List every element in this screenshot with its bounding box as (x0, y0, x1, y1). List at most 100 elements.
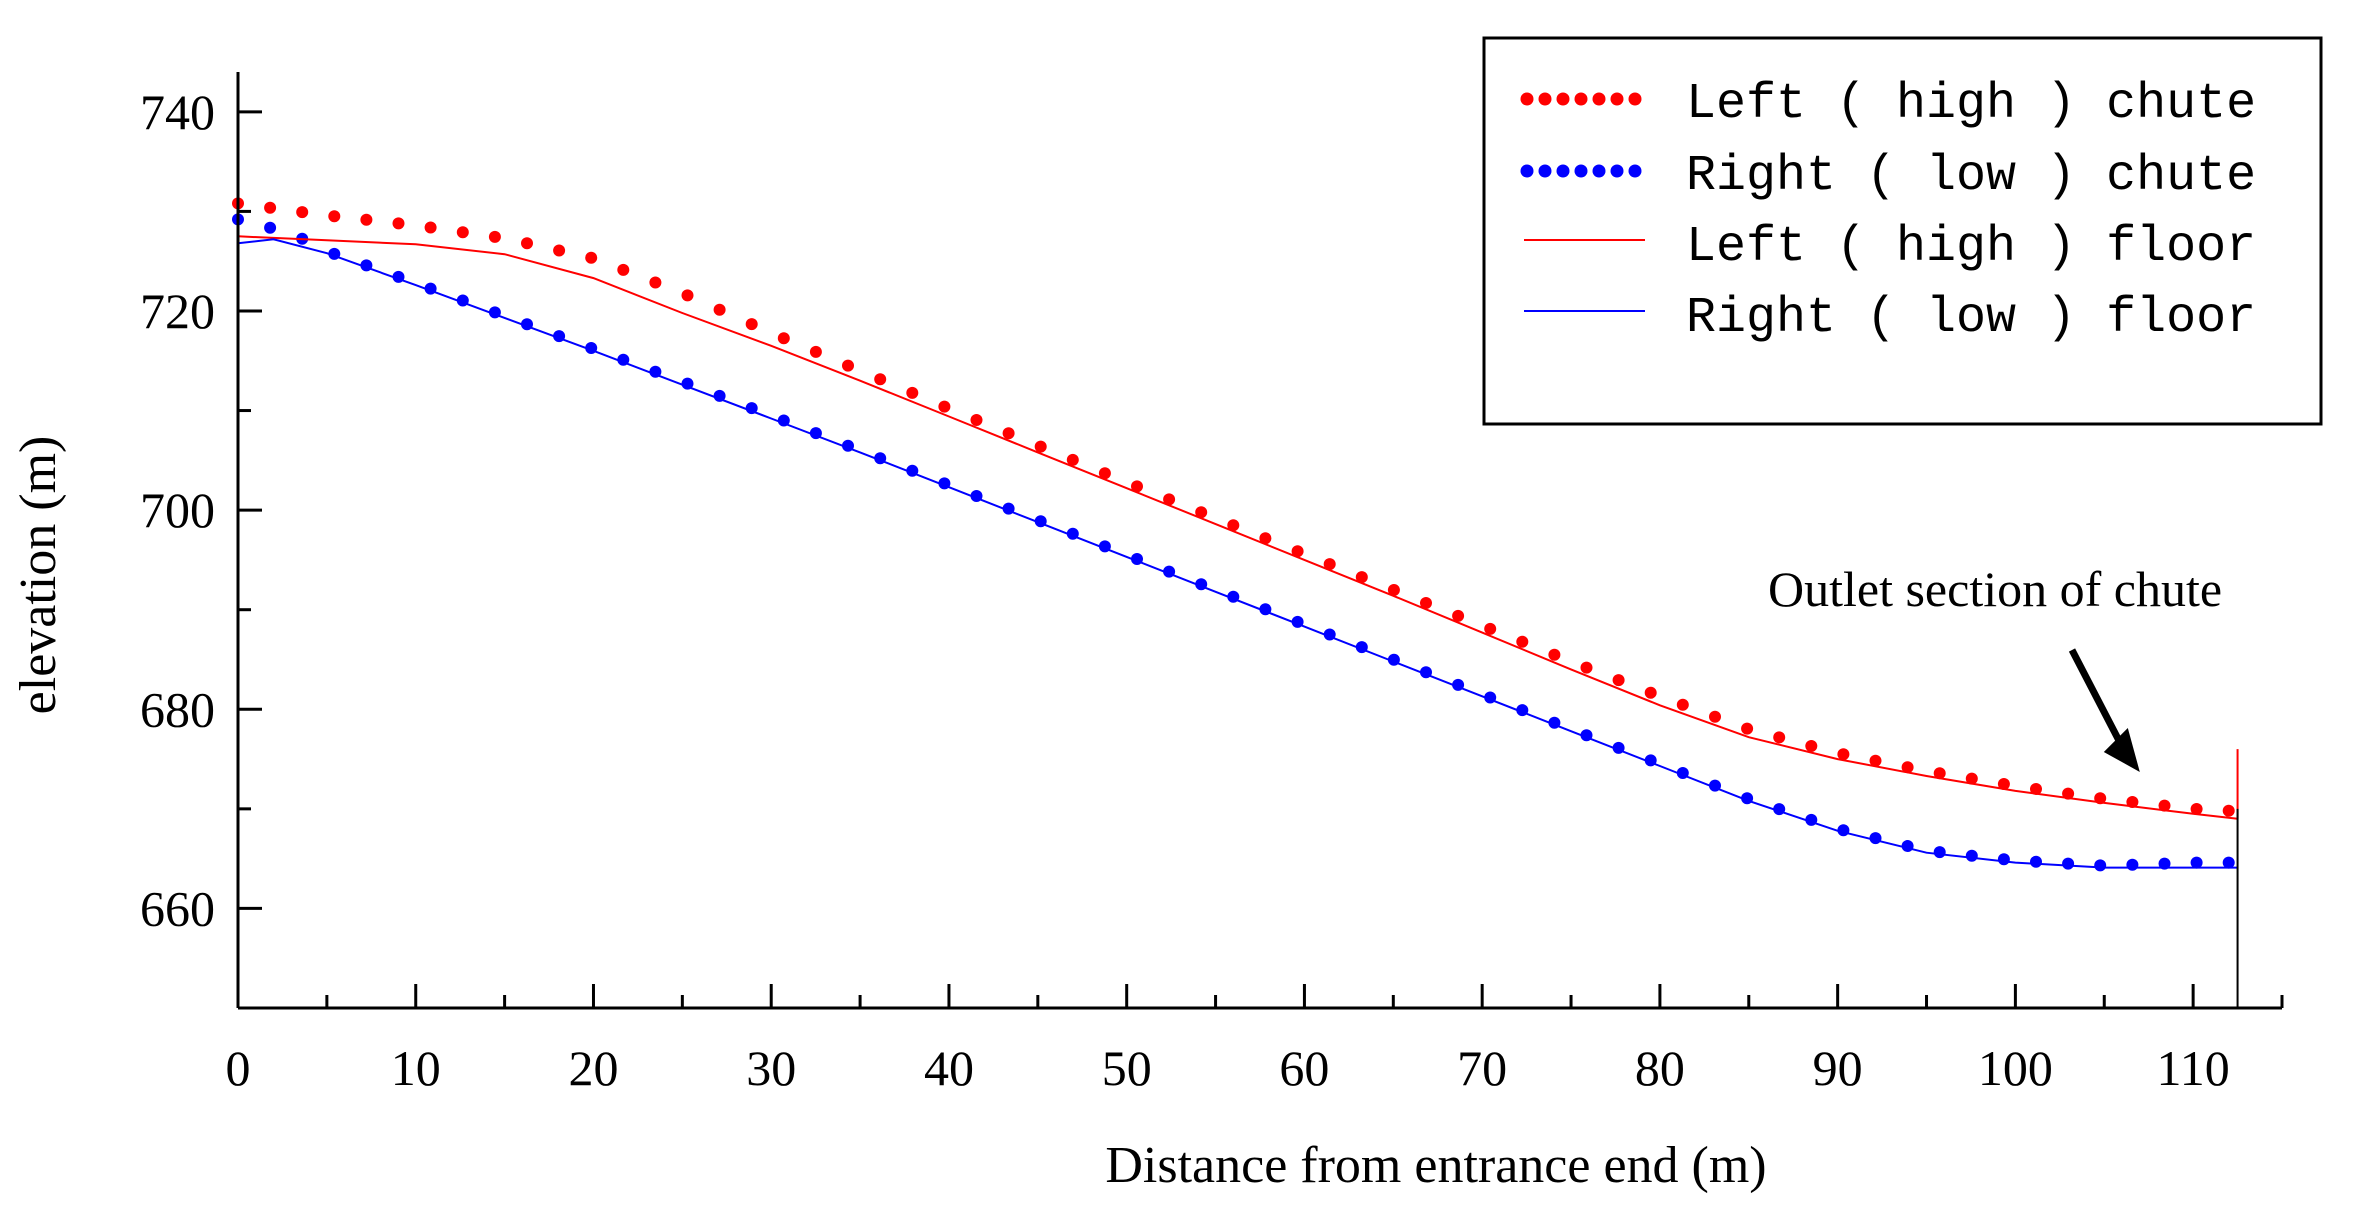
series-point (360, 213, 373, 226)
legend-box (1482, 36, 2323, 426)
series-point (1066, 453, 1079, 466)
series-point (264, 201, 277, 214)
legend-dot (1592, 92, 1606, 106)
series-point (1163, 493, 1176, 506)
series-3 (237, 235, 2238, 820)
legend-dot (1592, 164, 1606, 178)
legend-dot (1556, 164, 1570, 178)
series-point (649, 276, 662, 289)
series-point (585, 251, 598, 264)
x-tick-label: 20 (568, 1040, 618, 1096)
legend-dot (1574, 92, 1588, 106)
y-tick-label: 700 (140, 482, 215, 538)
series-point (1131, 480, 1143, 493)
series-point (713, 303, 726, 316)
series-point (1965, 772, 1978, 785)
series-point (1098, 467, 1111, 480)
legend-dot (1538, 92, 1552, 106)
series-point (2190, 856, 2203, 869)
legend-dot (1574, 164, 1588, 178)
series-point (1741, 722, 1754, 735)
series-point (2062, 857, 2075, 870)
series-point (1901, 761, 1914, 774)
x-axis-title: Distance from entrance end (m) (1105, 1137, 1766, 1194)
legend-entry-2: Right ( low ) chute (1520, 148, 2256, 205)
series-point (1580, 661, 1593, 674)
series-4 (237, 238, 2238, 869)
series-point (1355, 571, 1368, 584)
x-tick-label: 40 (924, 1040, 974, 1096)
series-point (1484, 622, 1497, 635)
series-point (1195, 506, 1208, 519)
legend-entry-1: Left ( high ) chute (1520, 76, 2256, 133)
series-point (745, 402, 758, 415)
series-point (1548, 648, 1561, 661)
series-point (2222, 856, 2235, 869)
series-point (1452, 609, 1465, 622)
series-point (1227, 519, 1240, 532)
series-point (713, 389, 726, 402)
series-point (2030, 783, 2042, 795)
y-tick-label: 720 (140, 283, 215, 339)
x-tick-label: 30 (746, 1040, 796, 1096)
series-point (264, 221, 277, 234)
series-point (2158, 799, 2171, 812)
series-point (874, 373, 887, 386)
series-point (842, 359, 854, 372)
legend-label: Right ( low ) chute (1686, 148, 2256, 205)
axes: 0 10 20 30 40 50 60 70 80 90 100 110 660 680 700 720 740 (140, 72, 2284, 1096)
series-point (745, 318, 758, 331)
x-tick-label: 110 (2157, 1040, 2230, 1096)
series-point (2126, 858, 2139, 871)
legend-dot (1628, 92, 1642, 106)
series-line (237, 238, 2238, 869)
x-tick-label: 90 (1813, 1040, 1863, 1096)
series-point (1837, 748, 1850, 761)
x-tick-label: 10 (391, 1040, 441, 1096)
series-point (1773, 731, 1786, 744)
series-point (1869, 754, 1882, 767)
legend-entry-3: Left ( high ) floor (1524, 219, 2256, 276)
series-point (1387, 584, 1400, 596)
annotation: Outlet section of chute (1768, 561, 2222, 772)
legend-label: Left ( high ) chute (1686, 76, 2256, 133)
series-point (1291, 545, 1304, 558)
series-point (1612, 674, 1625, 687)
series-point (809, 345, 822, 358)
series-point (777, 332, 790, 345)
series-point (1323, 558, 1336, 571)
x-tick-label: 100 (1978, 1040, 2053, 1096)
series-point (488, 230, 501, 243)
series-point (1997, 853, 2010, 866)
annotation-arrow-shaft (2068, 648, 2127, 752)
x-tick-label: 50 (1102, 1040, 1152, 1096)
series-point (1676, 698, 1689, 711)
legend-dot (1556, 92, 1570, 106)
legend-dot (1520, 92, 1534, 106)
series-point (521, 237, 533, 250)
series-point (1997, 778, 2010, 790)
series-point (2222, 804, 2235, 817)
series-point (2030, 855, 2042, 868)
series-1 (232, 197, 2235, 817)
series-point (2190, 803, 2203, 815)
x-tick-label: 0 (226, 1040, 251, 1096)
series-line (237, 235, 2238, 820)
series-point (424, 221, 437, 234)
series-point (1709, 710, 1721, 723)
series-point (970, 414, 983, 426)
series-point (906, 386, 919, 399)
series-point (392, 217, 405, 230)
series-point (1259, 532, 1272, 545)
x-tick-label: 80 (1635, 1040, 1685, 1096)
legend-label: Left ( high ) floor (1686, 219, 2256, 276)
data-layer (232, 197, 2239, 1008)
series-point (938, 400, 951, 413)
x-tick-label: 60 (1279, 1040, 1329, 1096)
y-tick-label: 660 (140, 880, 215, 936)
x-tick-label: 70 (1457, 1040, 1507, 1096)
legend-label: Right ( low ) floor (1686, 290, 2256, 347)
series-point (1933, 846, 1946, 859)
series-point (681, 289, 694, 302)
